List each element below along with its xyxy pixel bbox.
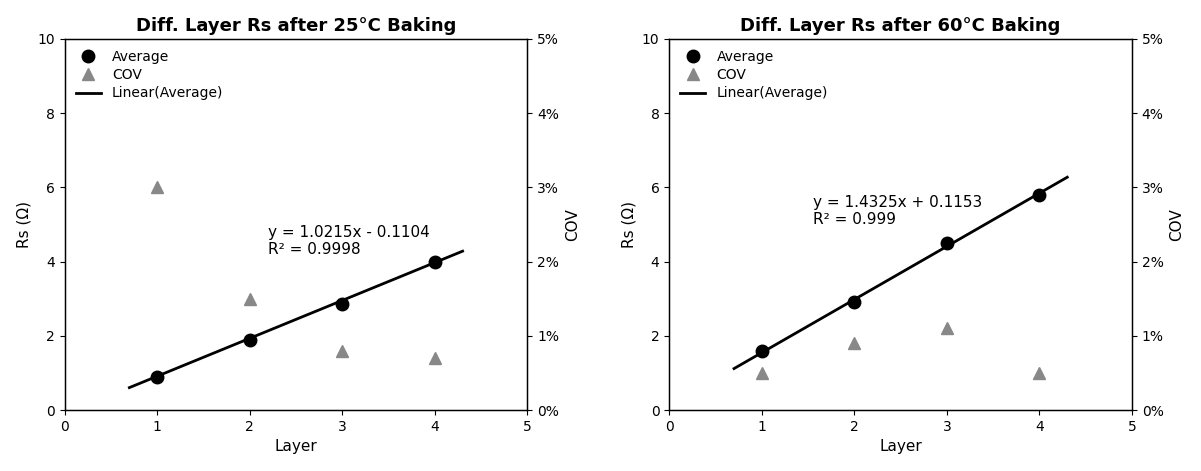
Y-axis label: COV: COV [1170,208,1184,241]
Linear(Average) [123,385,137,390]
COV [428,355,442,361]
Line: Average: Average [151,255,441,383]
Y-axis label: Rs (Ω): Rs (Ω) [17,201,31,248]
Line: Average: Average [755,188,1046,357]
Text: y = 1.4325x + 0.1153
R² = 0.999: y = 1.4325x + 0.1153 R² = 0.999 [813,195,982,227]
Line: COV: COV [755,322,1046,379]
Title: Diff. Layer Rs after 60°C Baking: Diff. Layer Rs after 60°C Baking [741,16,1060,35]
COV [939,325,954,331]
X-axis label: Layer: Layer [879,439,922,455]
Average [428,259,442,264]
COV [1033,370,1047,376]
COV [754,370,769,376]
Title: Diff. Layer Rs after 25°C Baking: Diff. Layer Rs after 25°C Baking [136,16,456,35]
Linear(Average) [727,366,741,372]
Text: y = 1.0215x - 0.1104
R² = 0.9998: y = 1.0215x - 0.1104 R² = 0.9998 [268,225,430,257]
Average [243,337,257,342]
Average [939,240,954,246]
Y-axis label: Rs (Ω): Rs (Ω) [621,201,637,248]
Average [1033,192,1047,198]
COV [335,348,349,354]
Legend: Average, COV, Linear(Average): Average, COV, Linear(Average) [676,46,832,105]
X-axis label: Layer: Layer [275,439,317,455]
Line: Linear(Average): Linear(Average) [734,177,1068,369]
Average [335,301,349,307]
Average [847,300,861,305]
COV [150,185,165,190]
Linear(Average) [455,248,470,254]
COV [243,296,257,301]
COV [847,341,861,346]
Legend: Average, COV, Linear(Average): Average, COV, Linear(Average) [72,46,227,105]
Y-axis label: COV: COV [564,208,580,241]
Line: Linear(Average): Linear(Average) [130,251,462,388]
Average [150,374,165,380]
Average [754,348,769,354]
Linear(Average) [1060,174,1075,180]
Line: COV: COV [151,181,441,365]
